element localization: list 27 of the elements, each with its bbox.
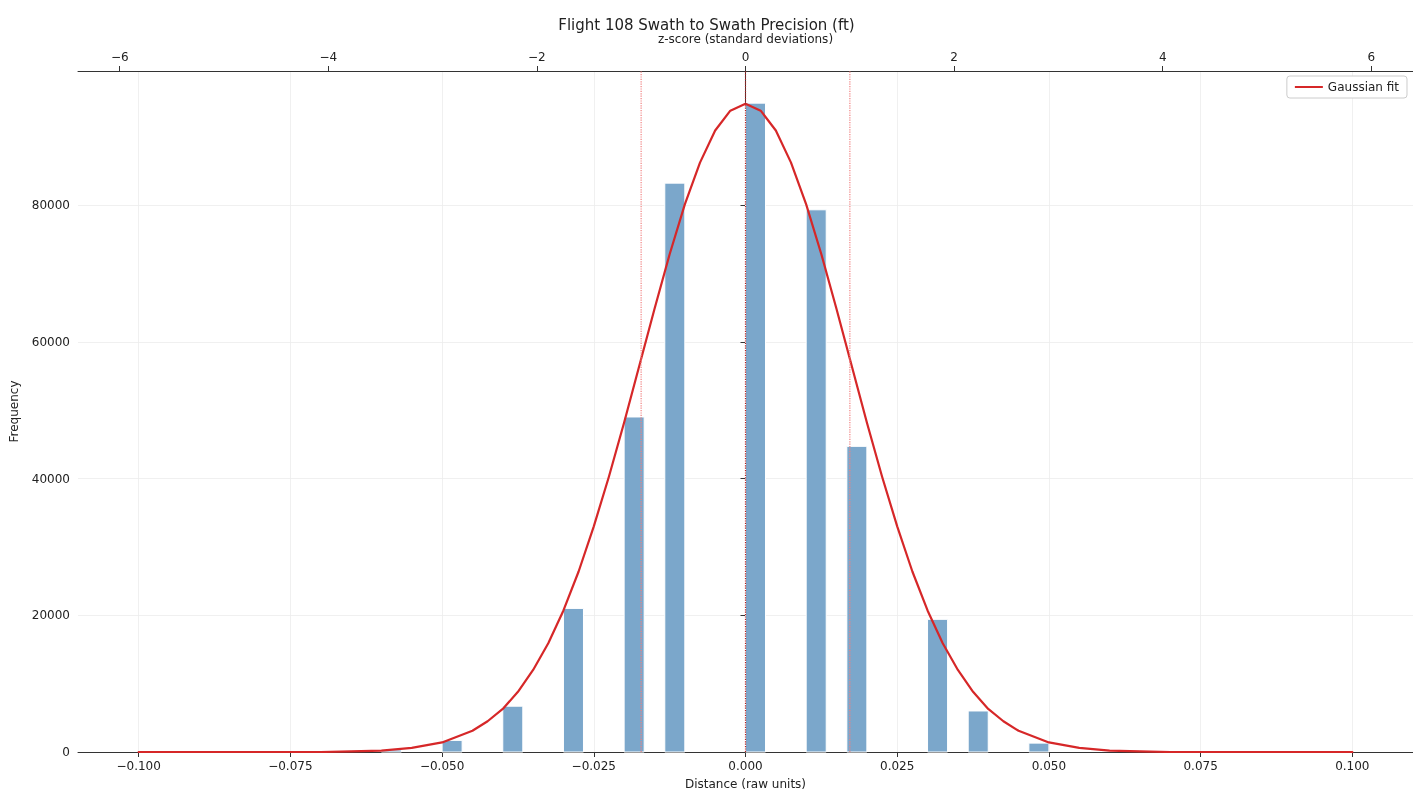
x-tick-label: 0.050 bbox=[1031, 759, 1067, 773]
y-tick-label: 40000 bbox=[31, 471, 70, 486]
x-tick-label: −0.050 bbox=[419, 759, 465, 773]
y-axis-title: Frequency bbox=[7, 380, 21, 443]
x-tick-label: −0.025 bbox=[571, 759, 617, 773]
x-axis-title: Distance (raw units) bbox=[684, 777, 807, 791]
x-tick-label: −0.075 bbox=[268, 759, 313, 773]
x2-tick-label: 0 bbox=[741, 50, 750, 64]
y-tick-label: 20000 bbox=[31, 608, 70, 623]
x2-tick-label: 4 bbox=[1158, 50, 1167, 64]
chart-title: Flight 108 Swath to Swath Precision (ft) bbox=[558, 15, 855, 34]
x-tick-label: 0.075 bbox=[1183, 759, 1218, 773]
x-tick-label: 0.000 bbox=[728, 759, 763, 773]
x2-tick-label: 6 bbox=[1367, 50, 1376, 64]
y-tick-label: 60000 bbox=[31, 334, 70, 349]
legend-label: Gaussian fit bbox=[1327, 80, 1400, 94]
x-tick-label: 0.025 bbox=[880, 759, 915, 773]
x2-tick-label: −2 bbox=[528, 50, 546, 64]
x-tick-label: 0.100 bbox=[1335, 759, 1370, 773]
y-tick-label: 80000 bbox=[31, 198, 70, 213]
line-series bbox=[137, 102, 1354, 754]
x2-tick-label: −4 bbox=[319, 50, 338, 64]
y-tick-label: 0 bbox=[62, 745, 70, 759]
x2-tick-label: 2 bbox=[950, 50, 958, 64]
x2-tick-label: −6 bbox=[110, 50, 129, 64]
x2-axis-title: z-score (standard deviations) bbox=[657, 32, 834, 46]
x-tick-label: −0.100 bbox=[116, 759, 161, 773]
